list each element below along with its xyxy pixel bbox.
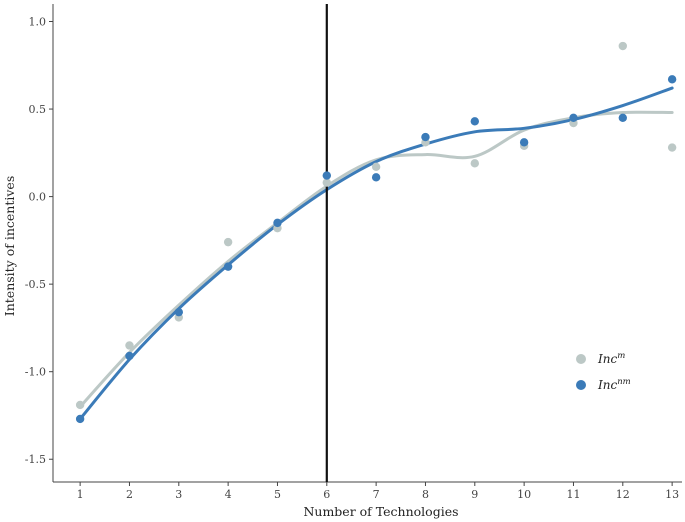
data-point-series-2 [470, 117, 479, 126]
y-tick-label: 1.0 [29, 16, 47, 29]
y-tick-label: -1.5 [25, 453, 46, 466]
axes: -1.5-1.0-0.50.00.51.01 2 3 4 5 6 7 8 9 10 11 12 13 [25, 4, 682, 501]
x-tick-label: 6 [323, 488, 330, 501]
x-tick-label: 9 [471, 488, 478, 501]
x-tick-label: 7 [373, 488, 380, 501]
y-tick-label: 0.5 [29, 103, 47, 116]
x-tick-label: 13 [665, 488, 679, 501]
legend: Incm Incnm [576, 351, 631, 392]
y-tick-label: -1.0 [25, 366, 46, 379]
data-point-series-1 [125, 341, 134, 350]
data-point-series-2 [371, 173, 381, 182]
data-point-series-2 [223, 262, 233, 271]
data-point-series-2 [75, 414, 85, 424]
x-tick-label: 3 [175, 488, 182, 501]
data-point-series-2 [174, 307, 183, 317]
trend-lines [78, 86, 674, 421]
data-point-series-1 [470, 159, 479, 168]
data-point-series-2 [421, 132, 430, 142]
y-axis-title: Intensity of incentives [2, 176, 17, 316]
x-axis-title: Number of Technologies [303, 504, 458, 519]
data-point-series-1 [223, 237, 233, 247]
data-point-series-2 [519, 138, 529, 147]
x-tick-label: 8 [422, 488, 429, 501]
data-point-series-1 [371, 162, 381, 172]
data-point-series-2 [618, 113, 627, 123]
x-tick-label: 1 [77, 488, 84, 501]
trend-line-series-2 [78, 86, 674, 421]
legend-label: Incnm [597, 377, 631, 392]
x-tick-label: 12 [616, 488, 630, 501]
y-tick-label: -0.5 [25, 278, 46, 291]
data-point-series-2 [273, 218, 282, 228]
data-point-series-1 [618, 41, 627, 51]
legend-marker [576, 380, 586, 390]
x-tick-label: 5 [274, 488, 281, 501]
y-tick-label: 0.0 [29, 191, 47, 204]
legend-marker [576, 354, 586, 364]
data-point-series-1 [667, 143, 677, 152]
data-point-series-2 [125, 351, 134, 361]
data-points [75, 41, 677, 424]
data-point-series-1 [75, 400, 85, 410]
x-tick-label: 2 [126, 488, 133, 501]
x-tick-label: 11 [566, 488, 580, 501]
x-tick-label: 10 [517, 488, 531, 501]
data-point-series-1 [322, 178, 331, 187]
data-point-series-2 [322, 171, 331, 180]
legend-label: Incm [597, 351, 625, 366]
data-point-series-2 [569, 113, 578, 123]
x-tick-label: 4 [225, 488, 232, 501]
data-point-series-2 [667, 75, 677, 84]
